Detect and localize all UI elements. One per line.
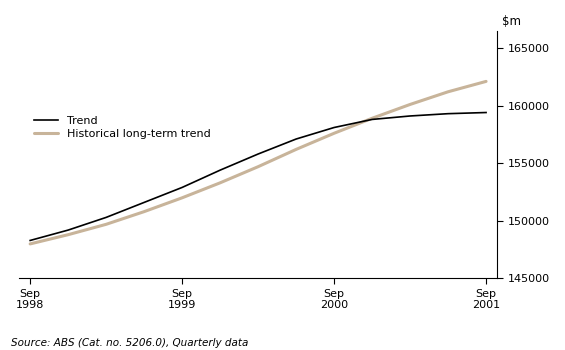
- Trend: [369, 117, 376, 121]
- Line: Trend: Trend: [30, 112, 486, 240]
- Historical long-term trend: [293, 147, 299, 152]
- Text: $m: $m: [502, 15, 521, 28]
- Historical long-term trend: [255, 164, 262, 169]
- Trend: [255, 152, 262, 156]
- Historical long-term trend: [331, 131, 337, 135]
- Trend: [65, 228, 72, 232]
- Historical long-term trend: [27, 242, 33, 246]
- Historical long-term trend: [103, 222, 110, 226]
- Trend: [407, 114, 414, 118]
- Historical long-term trend: [141, 210, 147, 214]
- Historical long-term trend: [407, 102, 414, 106]
- Historical long-term trend: [445, 90, 451, 94]
- Historical long-term trend: [217, 181, 224, 185]
- Trend: [483, 110, 489, 114]
- Text: Source: ABS (Cat. no. 5206.0), Quarterly data: Source: ABS (Cat. no. 5206.0), Quarterly…: [11, 338, 249, 349]
- Trend: [141, 200, 147, 204]
- Trend: [103, 215, 110, 219]
- Trend: [217, 168, 224, 172]
- Trend: [27, 238, 33, 243]
- Trend: [179, 186, 185, 190]
- Trend: [293, 137, 299, 141]
- Line: Historical long-term trend: Historical long-term trend: [30, 82, 486, 244]
- Trend: [331, 125, 337, 130]
- Historical long-term trend: [65, 233, 72, 237]
- Trend: [445, 112, 451, 116]
- Historical long-term trend: [483, 79, 489, 84]
- Historical long-term trend: [369, 116, 376, 120]
- Legend: Trend, Historical long-term trend: Trend, Historical long-term trend: [34, 116, 211, 139]
- Historical long-term trend: [179, 196, 185, 200]
